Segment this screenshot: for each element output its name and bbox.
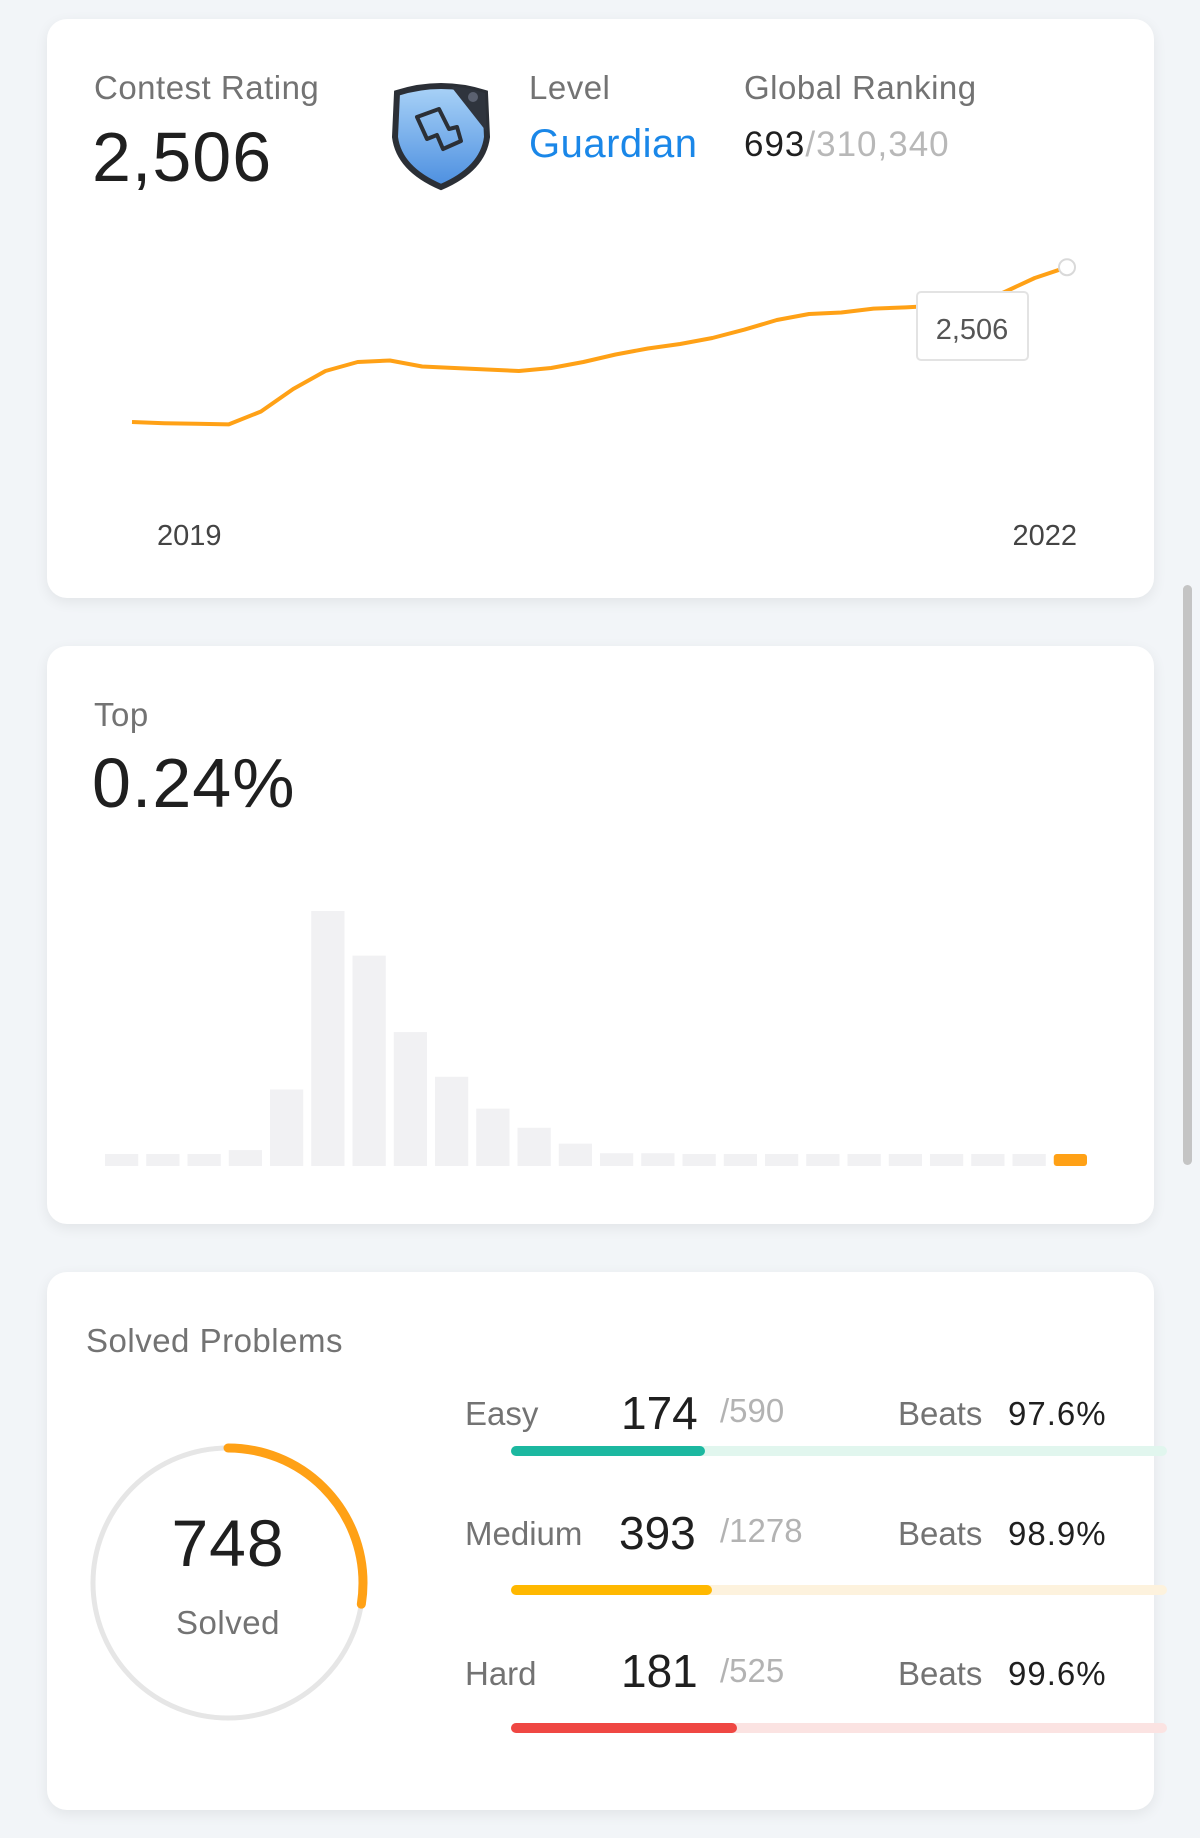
distribution-bar <box>270 1089 304 1166</box>
rating-tooltip: 2,506 <box>916 291 1029 361</box>
distribution-bar <box>558 1143 592 1166</box>
level-label: Level <box>529 69 611 106</box>
page-scrollbar[interactable] <box>1183 585 1192 1165</box>
global-ranking-value: 693 <box>744 125 806 164</box>
medium-progress-fill <box>511 1585 713 1595</box>
distribution-bar <box>476 1108 510 1166</box>
distribution-bar <box>723 1154 757 1166</box>
top-percentile-value: 0.24% <box>92 744 296 822</box>
distribution-bar <box>930 1154 964 1166</box>
distribution-bar <box>352 955 386 1166</box>
global-ranking-label: Global Ranking <box>744 69 977 106</box>
level-value: Guardian <box>529 122 698 166</box>
contest-rating-card: Contest Rating 2,506 Level Guardian Glob… <box>47 19 1154 598</box>
rating-history-chart[interactable]: 2,506 2019 2022 <box>47 239 1154 559</box>
hard-count: 181 <box>621 1645 698 1697</box>
distribution-bar <box>517 1127 551 1166</box>
rating-series-line <box>131 265 1068 427</box>
distribution-bar <box>435 1076 469 1166</box>
contest-rating-value: 2,506 <box>92 118 273 196</box>
distribution-bar <box>311 911 345 1166</box>
easy-progress-fill <box>511 1446 705 1456</box>
hard-progress-fill <box>511 1723 738 1733</box>
hard-progress-track <box>511 1723 1167 1733</box>
rating-line-group <box>131 258 1076 427</box>
distribution-bar <box>806 1154 840 1166</box>
rating-distribution-chart[interactable] <box>47 646 1154 1224</box>
contest-rating-label: Contest Rating <box>94 69 320 106</box>
distribution-bar <box>682 1154 716 1166</box>
x-tick-2019: 2019 <box>157 520 222 552</box>
distribution-bar <box>888 1154 922 1166</box>
solved-total-label: Solved <box>176 1604 280 1641</box>
solved-problems-card: Solved Problems 748 Solved Easy 174 /590… <box>47 1272 1167 1810</box>
easy-count: 174 <box>621 1387 698 1439</box>
hard-beats-value: 99.6% <box>1008 1655 1107 1692</box>
easy-total: /590 <box>720 1392 785 1429</box>
hard-beats-label: Beats <box>898 1655 983 1692</box>
easy-label: Easy <box>465 1395 539 1432</box>
medium-progress-track <box>511 1585 1167 1595</box>
hard-total: /525 <box>720 1652 785 1689</box>
solved-problems-title: Solved Problems <box>86 1322 343 1359</box>
rating-tooltip-text: 2,506 <box>936 314 1009 346</box>
solved-progress-ring <box>88 1443 368 1723</box>
distribution-bar <box>600 1153 634 1166</box>
hard-label: Hard <box>465 1655 537 1692</box>
distribution-bar <box>1053 1154 1087 1166</box>
guardian-shield-icon <box>387 75 495 193</box>
distribution-bar <box>765 1154 799 1166</box>
medium-beats-label: Beats <box>898 1515 983 1552</box>
distribution-bar <box>641 1153 675 1166</box>
top-percentile-card: Top 0.24% <box>47 646 1154 1224</box>
x-tick-2022: 2022 <box>1012 520 1077 552</box>
easy-beats-value: 97.6% <box>1008 1395 1107 1432</box>
distribution-bar <box>146 1154 180 1166</box>
distribution-bar <box>1012 1154 1046 1166</box>
distribution-bar <box>105 1154 139 1166</box>
global-ranking-total: /310,340 <box>805 125 950 164</box>
solved-total-value: 748 <box>171 1506 285 1580</box>
distribution-bar <box>393 1032 427 1166</box>
distribution-bar <box>847 1154 881 1166</box>
distribution-bar <box>187 1154 221 1166</box>
global-ranking: 693/310,340 <box>744 125 950 165</box>
medium-total: /1278 <box>720 1512 803 1549</box>
rating-current-point[interactable] <box>1058 258 1076 277</box>
medium-label: Medium <box>465 1515 583 1552</box>
easy-progress-track <box>511 1446 1167 1456</box>
medium-beats-value: 98.9% <box>1008 1515 1107 1552</box>
medium-count: 393 <box>619 1507 696 1559</box>
distribution-bar <box>971 1154 1005 1166</box>
top-label: Top <box>94 696 149 733</box>
easy-beats-label: Beats <box>898 1395 983 1432</box>
distribution-bar <box>228 1150 262 1166</box>
